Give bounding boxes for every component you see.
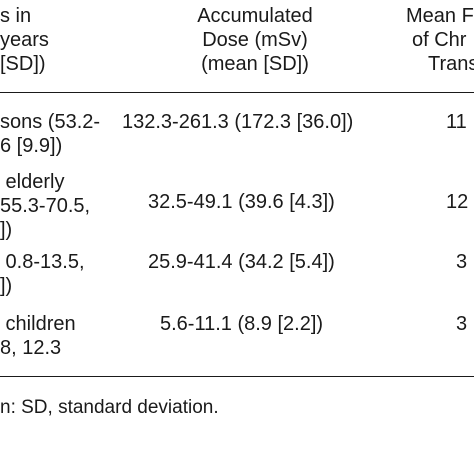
row2-col1-line1: elderly (0, 171, 65, 193)
row1-col1-line1: sons (53.2- (0, 111, 101, 133)
header-col2-line3: (mean [SD]) (201, 53, 309, 75)
footnote: n: SD, standard deviation. (0, 397, 219, 418)
header-col2-line2: Dose (mSv) (202, 29, 308, 51)
row2-col1-line3: ]) (0, 219, 13, 241)
header-col2-line1: Accumulated (197, 5, 313, 27)
row2-col3: 12 (446, 191, 469, 213)
header-col3-line2: of Chr (412, 29, 467, 51)
row4-col2: 5.6-11.1 (8.9 [2.2]) (160, 313, 324, 335)
row2-col1-line2: 55.3-70.5, (0, 195, 91, 217)
header-rule (0, 92, 474, 93)
row3-col3: 3 (456, 251, 468, 273)
row1-col2: 132.3-261.3 (172.3 [36.0]) (122, 111, 354, 133)
row3-col2: 25.9-41.4 (34.2 [5.4]) (148, 251, 335, 273)
row1-col1-line2: 6 [9.9]) (0, 135, 63, 157)
row4-col1-line2: 8, 12.3 (0, 337, 62, 359)
table-bottom-rule (0, 376, 474, 377)
header-col3-line3: Trans (428, 53, 474, 75)
row2-col2: 32.5-49.1 (39.6 [4.3]) (148, 191, 335, 213)
row1-col3: 11 (446, 111, 467, 133)
row3-col1-line1: 0.8-13.5, (0, 251, 85, 273)
row4-col1-line1: children (0, 313, 76, 335)
header-col3-line1: Mean F (406, 5, 474, 27)
header-col1-line2: years (0, 29, 49, 51)
row4-col3: 3 (456, 313, 468, 335)
header-col1-line1: s in (0, 5, 32, 27)
row3-col1-line2: ]) (0, 275, 13, 297)
header-col1-line3: [SD]) (0, 53, 46, 75)
